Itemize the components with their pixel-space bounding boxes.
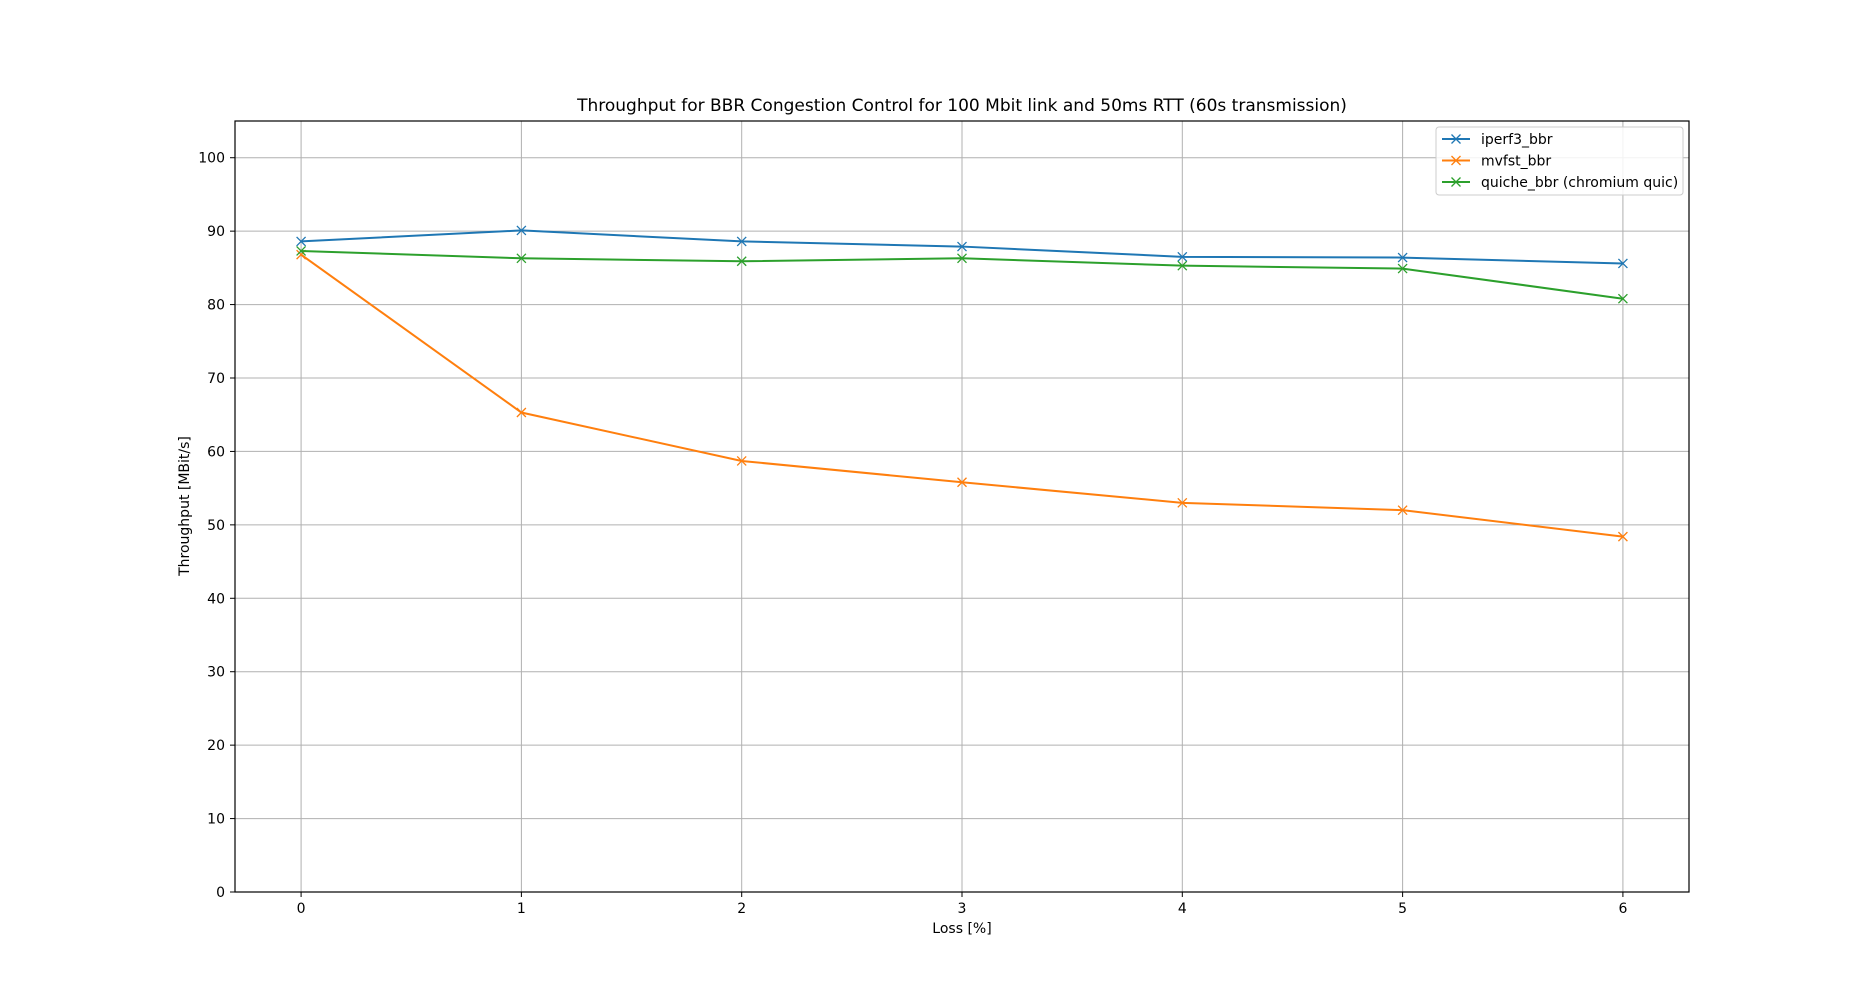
legend-marker bbox=[1451, 134, 1461, 144]
data-point bbox=[1397, 252, 1408, 263]
legend-item: iperf3_bbr bbox=[1442, 132, 1553, 148]
data-point bbox=[957, 253, 967, 264]
legend-box bbox=[1435, 126, 1684, 196]
x-tick-label: 0 bbox=[297, 901, 306, 917]
series-quiche-bbr-chromium-quic- bbox=[296, 246, 1628, 304]
grid bbox=[235, 121, 1689, 893]
y-tick-label: 0 bbox=[216, 885, 225, 901]
y-tick-label: 80 bbox=[207, 298, 225, 314]
y-tick-label: 90 bbox=[207, 224, 225, 240]
legend-label: mvfst_bbr bbox=[1481, 154, 1551, 170]
data-point bbox=[1177, 497, 1188, 508]
data-point bbox=[1397, 263, 1408, 274]
x-axis: 0 1 2 3 4 5 6 bbox=[297, 892, 1627, 917]
x-axis-label: Loss [%] bbox=[932, 921, 991, 937]
y-tick-label: 20 bbox=[207, 738, 225, 754]
data-point bbox=[1177, 260, 1188, 271]
data-point bbox=[1617, 531, 1628, 542]
legend-marker bbox=[1451, 155, 1461, 166]
x-tick-label: 3 bbox=[958, 901, 967, 917]
y-axis: 0 10 20 30 40 50 60 70 80 90 100 bbox=[198, 151, 235, 901]
data-point bbox=[516, 253, 527, 264]
data-point bbox=[516, 407, 527, 418]
data-point bbox=[1617, 293, 1628, 304]
legend: iperf3_bbr mvfst_bbr quiche_bbr (chromium … bbox=[1435, 126, 1684, 196]
data-point bbox=[296, 246, 307, 256]
x-tick-label: 5 bbox=[1398, 901, 1407, 917]
data-point bbox=[1617, 258, 1628, 269]
chart-title: Throughput for BBR Congestion Control fo… bbox=[576, 96, 1347, 116]
legend-marker bbox=[1451, 177, 1461, 187]
data-point bbox=[957, 241, 967, 252]
x-tick-label: 2 bbox=[737, 901, 746, 917]
legend-label: iperf3_bbr bbox=[1481, 132, 1553, 148]
series-iperf3-bbr bbox=[296, 225, 1628, 269]
y-tick-label: 50 bbox=[207, 518, 225, 534]
data-point bbox=[736, 256, 747, 267]
data-point bbox=[736, 236, 747, 247]
legend-item: quiche_bbr (chromium quic) bbox=[1442, 175, 1678, 191]
series-mvfst-bbr bbox=[296, 249, 1628, 542]
y-tick-label: 10 bbox=[207, 812, 225, 828]
data-point bbox=[1177, 251, 1188, 262]
y-tick-label: 70 bbox=[207, 371, 225, 387]
y-tick-label: 60 bbox=[207, 444, 225, 460]
data-point bbox=[1397, 505, 1408, 516]
x-tick-label: 1 bbox=[517, 901, 526, 917]
y-tick-label: 40 bbox=[207, 591, 225, 607]
y-tick-label: 100 bbox=[198, 151, 225, 167]
legend-item: mvfst_bbr bbox=[1442, 154, 1551, 170]
series-layer bbox=[296, 225, 1628, 542]
x-tick-label: 6 bbox=[1618, 901, 1627, 917]
legend-label: quiche_bbr (chromium quic) bbox=[1481, 175, 1678, 191]
y-tick-label: 30 bbox=[207, 665, 225, 681]
x-tick-label: 4 bbox=[1178, 901, 1187, 917]
data-point bbox=[296, 236, 307, 247]
data-point bbox=[516, 225, 527, 236]
data-point bbox=[957, 477, 967, 488]
data-point bbox=[736, 456, 747, 466]
y-axis-label: Throughput [MBit/s] bbox=[177, 436, 193, 577]
